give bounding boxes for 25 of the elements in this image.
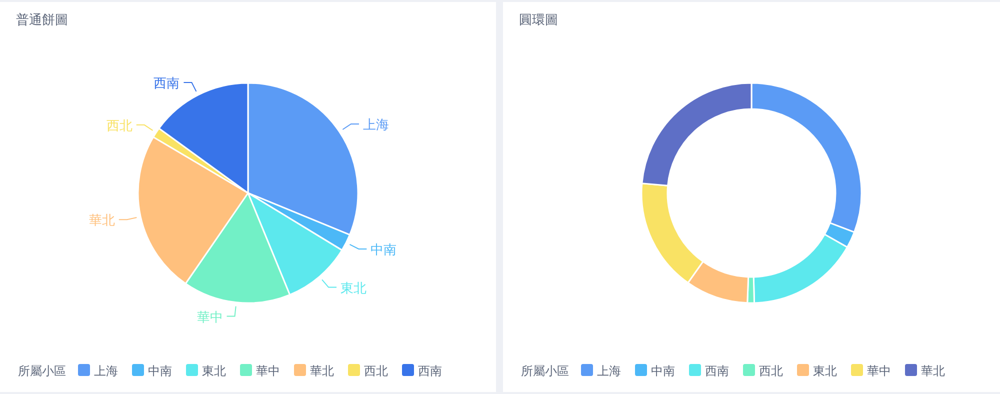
legend-label: 西北 — [759, 364, 783, 378]
legend-label: 華北 — [921, 364, 945, 378]
legend-label: 西北 — [364, 364, 388, 378]
legend-label: 上海 — [94, 364, 118, 378]
legend-label: 中南 — [651, 364, 675, 378]
slice-label: 中南 — [370, 242, 397, 257]
legend-label: 西南 — [705, 364, 729, 378]
chart-title: 普通餅圖 — [16, 12, 68, 27]
legend-label: 西南 — [418, 364, 442, 378]
slice-label: 華中 — [196, 309, 223, 324]
legend-label: 東北 — [813, 364, 837, 378]
legend-title: 所屬小區 — [18, 364, 66, 378]
slice-label: 華北 — [88, 212, 115, 228]
slice-label: 西北 — [106, 118, 132, 133]
legend-label: 東北 — [202, 364, 226, 378]
legend-label: 華中 — [256, 364, 280, 378]
legend-label: 華中 — [867, 364, 891, 378]
legend-label: 上海 — [597, 364, 621, 378]
slice-label: 東北 — [340, 280, 367, 296]
chart-title: 圓環圖 — [519, 12, 558, 27]
slice-label: 西南 — [154, 76, 180, 91]
legend-label: 中南 — [148, 364, 172, 378]
slice-label: 上海 — [362, 116, 389, 132]
legend-title: 所屬小區 — [521, 364, 569, 378]
legend-label: 華北 — [310, 364, 334, 378]
